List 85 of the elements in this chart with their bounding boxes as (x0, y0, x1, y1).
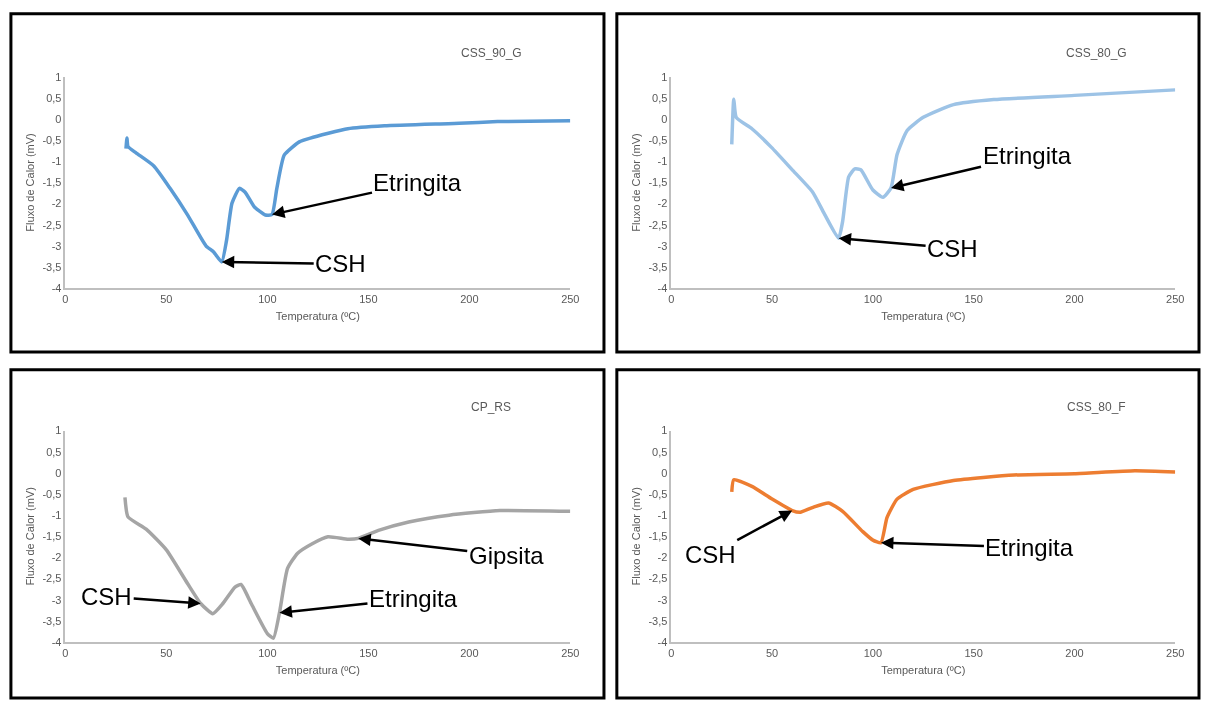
annotation: Gipsita (469, 542, 545, 569)
x-tick-label: 200 (460, 293, 479, 306)
y-tick-label: -1,5 (648, 530, 668, 543)
y-tick-label: -2,5 (42, 218, 62, 231)
x-tick-label: 100 (258, 646, 277, 659)
annotation: CSH (685, 541, 736, 568)
y-tick-label: -1 (657, 155, 668, 168)
x-tick-label: 150 (359, 293, 378, 306)
x-tick-label: 50 (160, 293, 173, 306)
x-tick-label: 250 (561, 293, 580, 306)
annotation: Etringita (369, 585, 458, 612)
y-tick-label: -1 (657, 509, 668, 522)
y-tick-label: -2 (51, 551, 62, 564)
x-tick-label: 100 (863, 646, 883, 659)
x-axis-title: Temperatura (ºC) (881, 663, 966, 676)
x-tick-label: 150 (359, 646, 378, 659)
y-tick-label: 1 (55, 424, 62, 437)
annotation: CSH (927, 235, 978, 262)
x-tick-label: 50 (765, 646, 779, 659)
chart-title: CSS_90_G (461, 46, 522, 60)
x-tick-label: 50 (765, 293, 779, 306)
y-tick-label: 0 (55, 112, 62, 125)
y-tick-label: -3 (51, 239, 62, 252)
x-axis-title: Temperatura (ºC) (275, 663, 360, 676)
y-tick-label: 1 (661, 70, 668, 83)
y-tick-label: -2 (51, 197, 62, 210)
annotation: CSH (315, 250, 366, 277)
y-tick-label: -2 (657, 551, 668, 564)
y-tick-label: 1 (661, 424, 668, 437)
x-tick-label: 150 (964, 293, 983, 306)
y-tick-label: -3 (657, 593, 668, 606)
y-tick-label: 0,5 (652, 445, 668, 458)
y-tick-label: 0 (661, 466, 668, 479)
y-tick-label: -1 (51, 509, 62, 522)
x-axis-title: Temperatura (ºC) (881, 309, 966, 322)
x-tick-label: 200 (460, 646, 479, 659)
y-tick-label: -4 (657, 281, 668, 294)
y-tick-label: -0,5 (648, 134, 668, 147)
y-tick-label: -3,5 (42, 614, 62, 627)
y-tick-label: -3,5 (648, 260, 668, 273)
x-axis-title: Temperatura (ºC) (275, 309, 360, 322)
chart-title: CP_RS (471, 400, 512, 414)
y-tick-label: 1 (55, 70, 62, 83)
x-tick-label: 200 (1065, 293, 1084, 306)
y-tick-label: -0,5 (648, 487, 668, 500)
y-tick-label: -3 (51, 593, 62, 606)
y-tick-label: -1,5 (42, 530, 62, 543)
x-tick-label: 250 (1166, 646, 1185, 659)
chart-title: CSS_80_F (1067, 400, 1126, 414)
y-axis-title: Fluxo de Calor (mV) (629, 133, 642, 232)
x-tick-label: 250 (561, 646, 580, 659)
y-tick-label: -0,5 (42, 487, 62, 500)
y-tick-label: -2,5 (42, 572, 62, 585)
x-tick-label: 200 (1065, 646, 1084, 659)
annotation: Etringita (373, 169, 462, 196)
y-axis-title: Fluxo de Calor (mV) (23, 487, 36, 586)
annotation: Etringita (983, 142, 1072, 169)
y-axis-title: Fluxo de Calor (mV) (23, 133, 36, 232)
y-tick-label: 0 (55, 466, 62, 479)
y-tick-label: -0,5 (42, 134, 62, 147)
x-tick-label: 250 (1166, 293, 1185, 306)
y-axis-title: Fluxo de Calor (mV) (629, 487, 642, 586)
y-tick-label: -1,5 (648, 176, 668, 189)
y-tick-label: 0 (661, 112, 668, 125)
y-tick-label: -2 (657, 197, 668, 210)
y-tick-label: -4 (51, 281, 62, 294)
x-tick-label: 150 (964, 646, 983, 659)
y-tick-label: -3,5 (42, 260, 62, 273)
x-tick-label: 100 (863, 293, 883, 306)
y-tick-label: -4 (51, 635, 62, 648)
y-tick-label: -2,5 (648, 218, 668, 231)
y-tick-label: 0,5 (46, 91, 62, 104)
annotation: Etringita (985, 534, 1074, 561)
y-tick-label: -3,5 (648, 614, 668, 627)
y-tick-label: 0,5 (652, 91, 668, 104)
annotation: CSH (81, 583, 132, 610)
y-tick-label: -3 (657, 239, 668, 252)
y-tick-label: -1,5 (42, 176, 62, 189)
y-tick-label: 0,5 (46, 445, 62, 458)
y-tick-label: -4 (657, 635, 668, 648)
chart-title: CSS_80_G (1066, 46, 1127, 60)
y-tick-label: -2,5 (648, 572, 668, 585)
y-tick-label: -1 (51, 155, 62, 168)
x-tick-label: 50 (160, 646, 173, 659)
x-tick-label: 100 (258, 293, 277, 306)
